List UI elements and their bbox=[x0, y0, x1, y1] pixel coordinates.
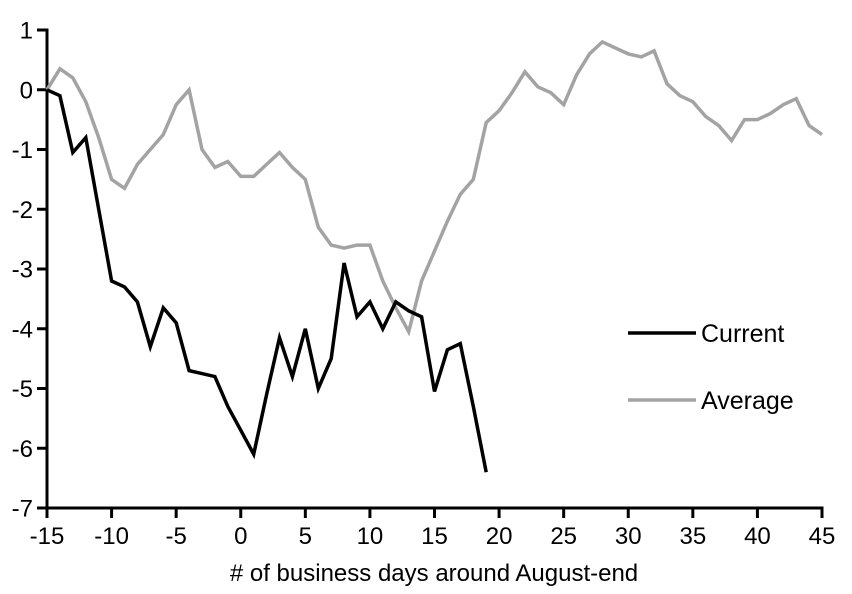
legend-item-current: Current bbox=[628, 320, 784, 348]
x-tick-label: 25 bbox=[550, 523, 577, 550]
series-line-current bbox=[46, 88, 488, 473]
x-tick-label: 30 bbox=[615, 523, 642, 550]
x-tick-label: -5 bbox=[165, 523, 186, 550]
y-tick-label: -3 bbox=[12, 257, 33, 284]
y-tick-label: -2 bbox=[12, 197, 33, 224]
legend-label-current: Current bbox=[701, 320, 784, 348]
plot-area: 10-1-2-3-4-5-6-7-15 -10 -5 0 5 10 15 20 25 30 35 40… bbox=[12, 18, 836, 551]
y-tick-label: -4 bbox=[12, 316, 33, 343]
legend: Current Average bbox=[628, 320, 794, 415]
y-tick-label: 1 bbox=[20, 18, 33, 45]
y-tick-label: -1 bbox=[12, 137, 33, 164]
series-line-average bbox=[45, 39, 824, 337]
x-tick-label: -15 bbox=[30, 523, 65, 550]
x-tick-label: 40 bbox=[744, 523, 771, 550]
x-tick-label: 45 bbox=[809, 523, 836, 550]
x-tick-label: 15 bbox=[421, 523, 448, 550]
x-axis-title: # of business days around August-end bbox=[230, 560, 638, 587]
y-tick-label: -7 bbox=[12, 496, 33, 523]
y-tick-label: -5 bbox=[12, 376, 33, 403]
y-tick-label: -6 bbox=[12, 436, 33, 463]
x-tick-label: 20 bbox=[486, 523, 513, 550]
x-tick-label: 35 bbox=[679, 523, 706, 550]
x-tick-label: 10 bbox=[357, 523, 384, 550]
x-tick-label: 5 bbox=[299, 523, 312, 550]
y-tick-label: 0 bbox=[20, 77, 33, 104]
x-tick-label: 0 bbox=[234, 523, 247, 550]
legend-item-average: Average bbox=[628, 387, 794, 415]
x-tick-label: -10 bbox=[94, 523, 129, 550]
legend-label-average: Average bbox=[701, 387, 794, 415]
